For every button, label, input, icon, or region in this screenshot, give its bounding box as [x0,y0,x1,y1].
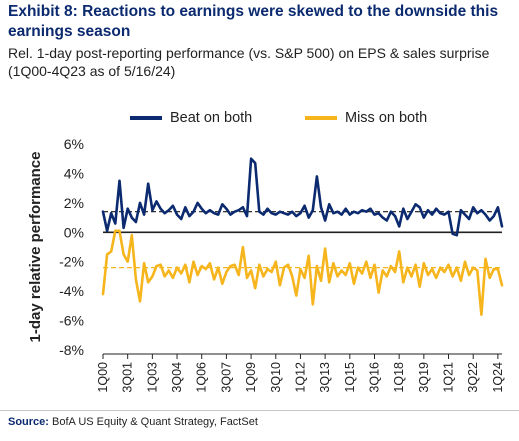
y-tick-label: -8% [59,342,84,358]
legend-label-miss: Miss on both [345,110,428,126]
y-tick-label: 6% [64,136,84,152]
y-tick-label: 2% [64,195,84,211]
source-label: Source: [8,416,49,428]
y-tick-label: -6% [59,313,84,329]
x-tick-label: 3Q07 [219,362,233,393]
x-tick-label: 3Q16 [367,362,381,393]
x-tick-label: 3Q01 [121,362,135,393]
legend-item-miss: Miss on both [305,110,427,126]
chart-subtitle: Rel. 1-day post-reporting performance (v… [8,45,490,79]
chart-legend: Beat on both Miss on both [0,110,519,132]
x-tick-label: 1Q12 [293,362,307,393]
x-tick-label: 1Q09 [244,362,258,393]
chart-title: Exhibit 8: Reactions to earnings were sk… [8,3,499,40]
x-tick-label: 1Q21 [442,362,456,393]
source-note: Source: BofA US Equity & Quant Strategy,… [8,416,258,428]
legend-item-beat: Beat on both [130,110,252,126]
y-tick-label: -4% [59,283,84,299]
x-tick-label: 1Q00 [96,362,110,393]
x-tick-label: 1Q15 [343,362,357,393]
source-divider [0,410,519,411]
source-text: BofA US Equity & Quant Strategy, FactSet [52,416,258,428]
x-tick-label: 1Q24 [491,362,505,393]
x-tick-label: 3Q04 [170,362,184,393]
series-line-miss [101,229,504,317]
legend-swatch-beat [130,116,162,120]
legend-swatch-miss [305,116,337,120]
y-tick-label: -2% [59,254,84,270]
series-line-beat [101,157,504,237]
x-tick-label: 3Q10 [269,362,283,393]
y-axis-label: 1-day relative performance [27,152,44,343]
y-tick-label: 4% [64,165,84,181]
x-tick-label: 3Q19 [417,362,431,393]
x-tick-label: 1Q03 [145,362,159,393]
legend-label-beat: Beat on both [170,110,253,126]
x-tick-label: 3Q13 [318,362,332,393]
x-tick-label: 3Q22 [466,362,480,393]
x-tick-label: 1Q06 [195,362,209,393]
y-tick-label: 0% [64,224,84,240]
x-tick-label: 1Q18 [392,362,406,393]
